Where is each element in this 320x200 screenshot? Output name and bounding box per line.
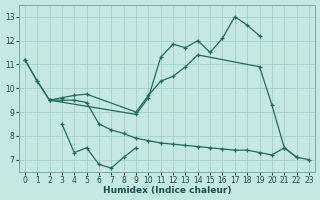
X-axis label: Humidex (Indice chaleur): Humidex (Indice chaleur) — [103, 186, 231, 195]
